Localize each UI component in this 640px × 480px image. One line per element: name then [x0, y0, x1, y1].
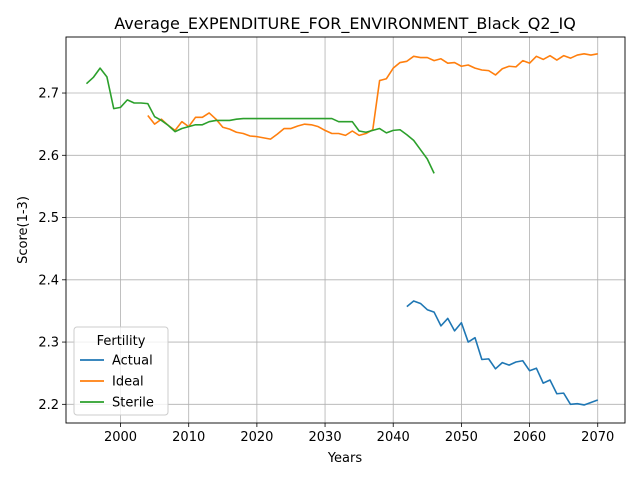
series-line-ideal — [147, 53, 598, 140]
y-tick-label: 2.6 — [38, 149, 59, 164]
x-tick-label: 2040 — [377, 430, 410, 445]
y-axis-label: Score(1-3) — [16, 196, 31, 264]
legend: Fertility Actual Ideal Sterile — [73, 326, 169, 416]
x-tick-label: 2030 — [309, 430, 342, 445]
x-axis: 2000 2010 2020 2030 2040 2050 2060 2070 — [104, 423, 614, 445]
y-tick-label: 2.2 — [38, 398, 59, 413]
series-layer — [85, 53, 599, 406]
y-tick-label: 2.5 — [38, 211, 59, 226]
y-tick-label: 2.3 — [38, 336, 59, 351]
y-axis: 2.2 2.3 2.4 2.5 2.6 2.7 — [38, 87, 66, 413]
grid — [66, 37, 625, 423]
y-tick-label: 2.7 — [38, 87, 59, 102]
legend-entries: Actual Ideal Sterile — [80, 354, 154, 411]
series-line-actual — [406, 300, 599, 406]
x-tick-label: 2070 — [581, 430, 614, 445]
legend-label-actual: Actual — [112, 354, 153, 369]
legend-box — [73, 326, 169, 416]
y-tick-label: 2.4 — [38, 273, 59, 288]
x-tick-label: 2010 — [172, 430, 205, 445]
x-tick-label: 2020 — [240, 430, 273, 445]
series-line-sterile — [85, 67, 435, 174]
x-tick-label: 2060 — [513, 430, 546, 445]
plot-frame — [65, 36, 626, 424]
x-tick-label: 2000 — [104, 430, 137, 445]
chart-title: Average_EXPENDITURE_FOR_ENVIRONMENT_Blac… — [114, 14, 576, 34]
legend-title: Fertility — [97, 334, 146, 349]
x-tick-label: 2050 — [445, 430, 478, 445]
x-axis-label: Years — [327, 451, 363, 466]
legend-label-sterile: Sterile — [112, 396, 154, 411]
legend-label-ideal: Ideal — [112, 375, 144, 390]
